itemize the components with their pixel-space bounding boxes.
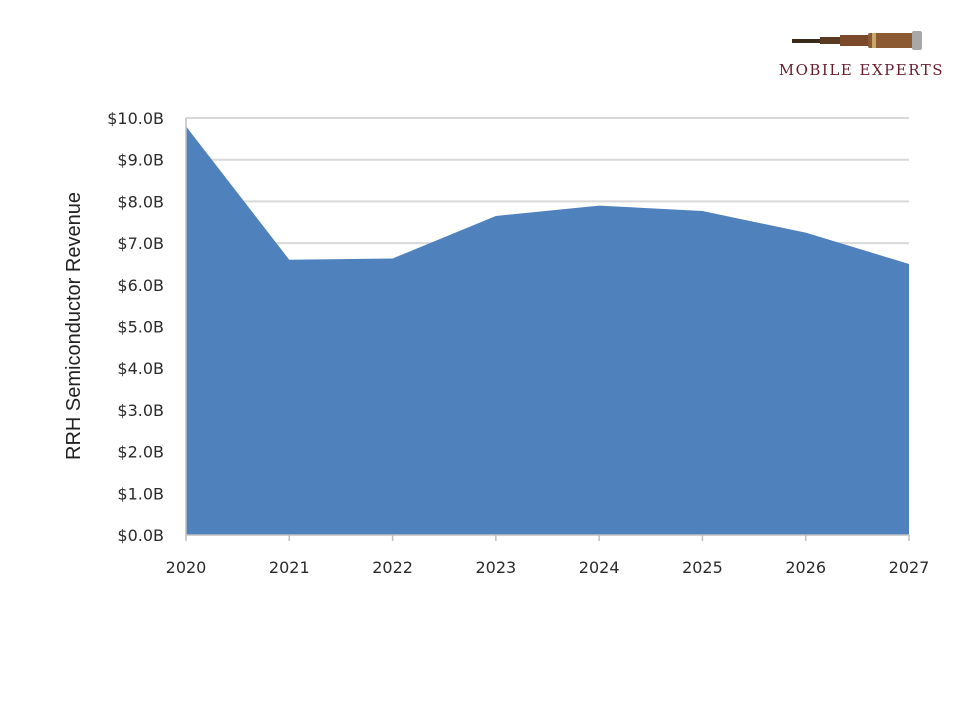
brand-name: MOBILE EXPERTS (778, 61, 944, 79)
y-tick-label: $6.0B (117, 276, 164, 295)
x-tick-label: 2020 (166, 558, 207, 577)
x-tick-label: 2021 (269, 558, 310, 577)
y-tick-label: $7.0B (117, 234, 164, 253)
y-tick-label: $5.0B (117, 318, 164, 337)
x-tick-label: 2027 (889, 558, 930, 577)
y-tick-label: $0.0B (117, 526, 164, 545)
x-tick-label: 2022 (372, 558, 413, 577)
x-tick-label: 2025 (682, 558, 723, 577)
brand-logo: MOBILE EXPERTS (764, 28, 944, 84)
x-tick-label: 2024 (579, 558, 620, 577)
y-tick-label: $9.0B (117, 151, 164, 170)
y-axis-label: RRH Semiconductor Revenue (63, 192, 85, 460)
y-tick-label: $10.0B (107, 109, 164, 128)
x-tick-label: 2026 (785, 558, 826, 577)
y-tick-label: $1.0B (117, 484, 164, 503)
y-tick-label: $8.0B (117, 192, 164, 211)
y-tick-label: $3.0B (117, 401, 164, 420)
spyglass-icon (792, 31, 922, 50)
axes (185, 118, 910, 541)
y-tick-label: $2.0B (117, 443, 164, 462)
y-tick-labels: $0.0B $1.0B $2.0B $3.0B $4.0B $5.0B $6.0B $7.0B… (107, 109, 164, 545)
area-series (186, 126, 909, 535)
x-tick-labels: 2020 2021 2022 2023 2024 2025 2026 2027 (166, 558, 930, 577)
area-fill (186, 126, 909, 535)
x-tick-label: 2023 (475, 558, 516, 577)
y-tick-label: $4.0B (117, 359, 164, 378)
